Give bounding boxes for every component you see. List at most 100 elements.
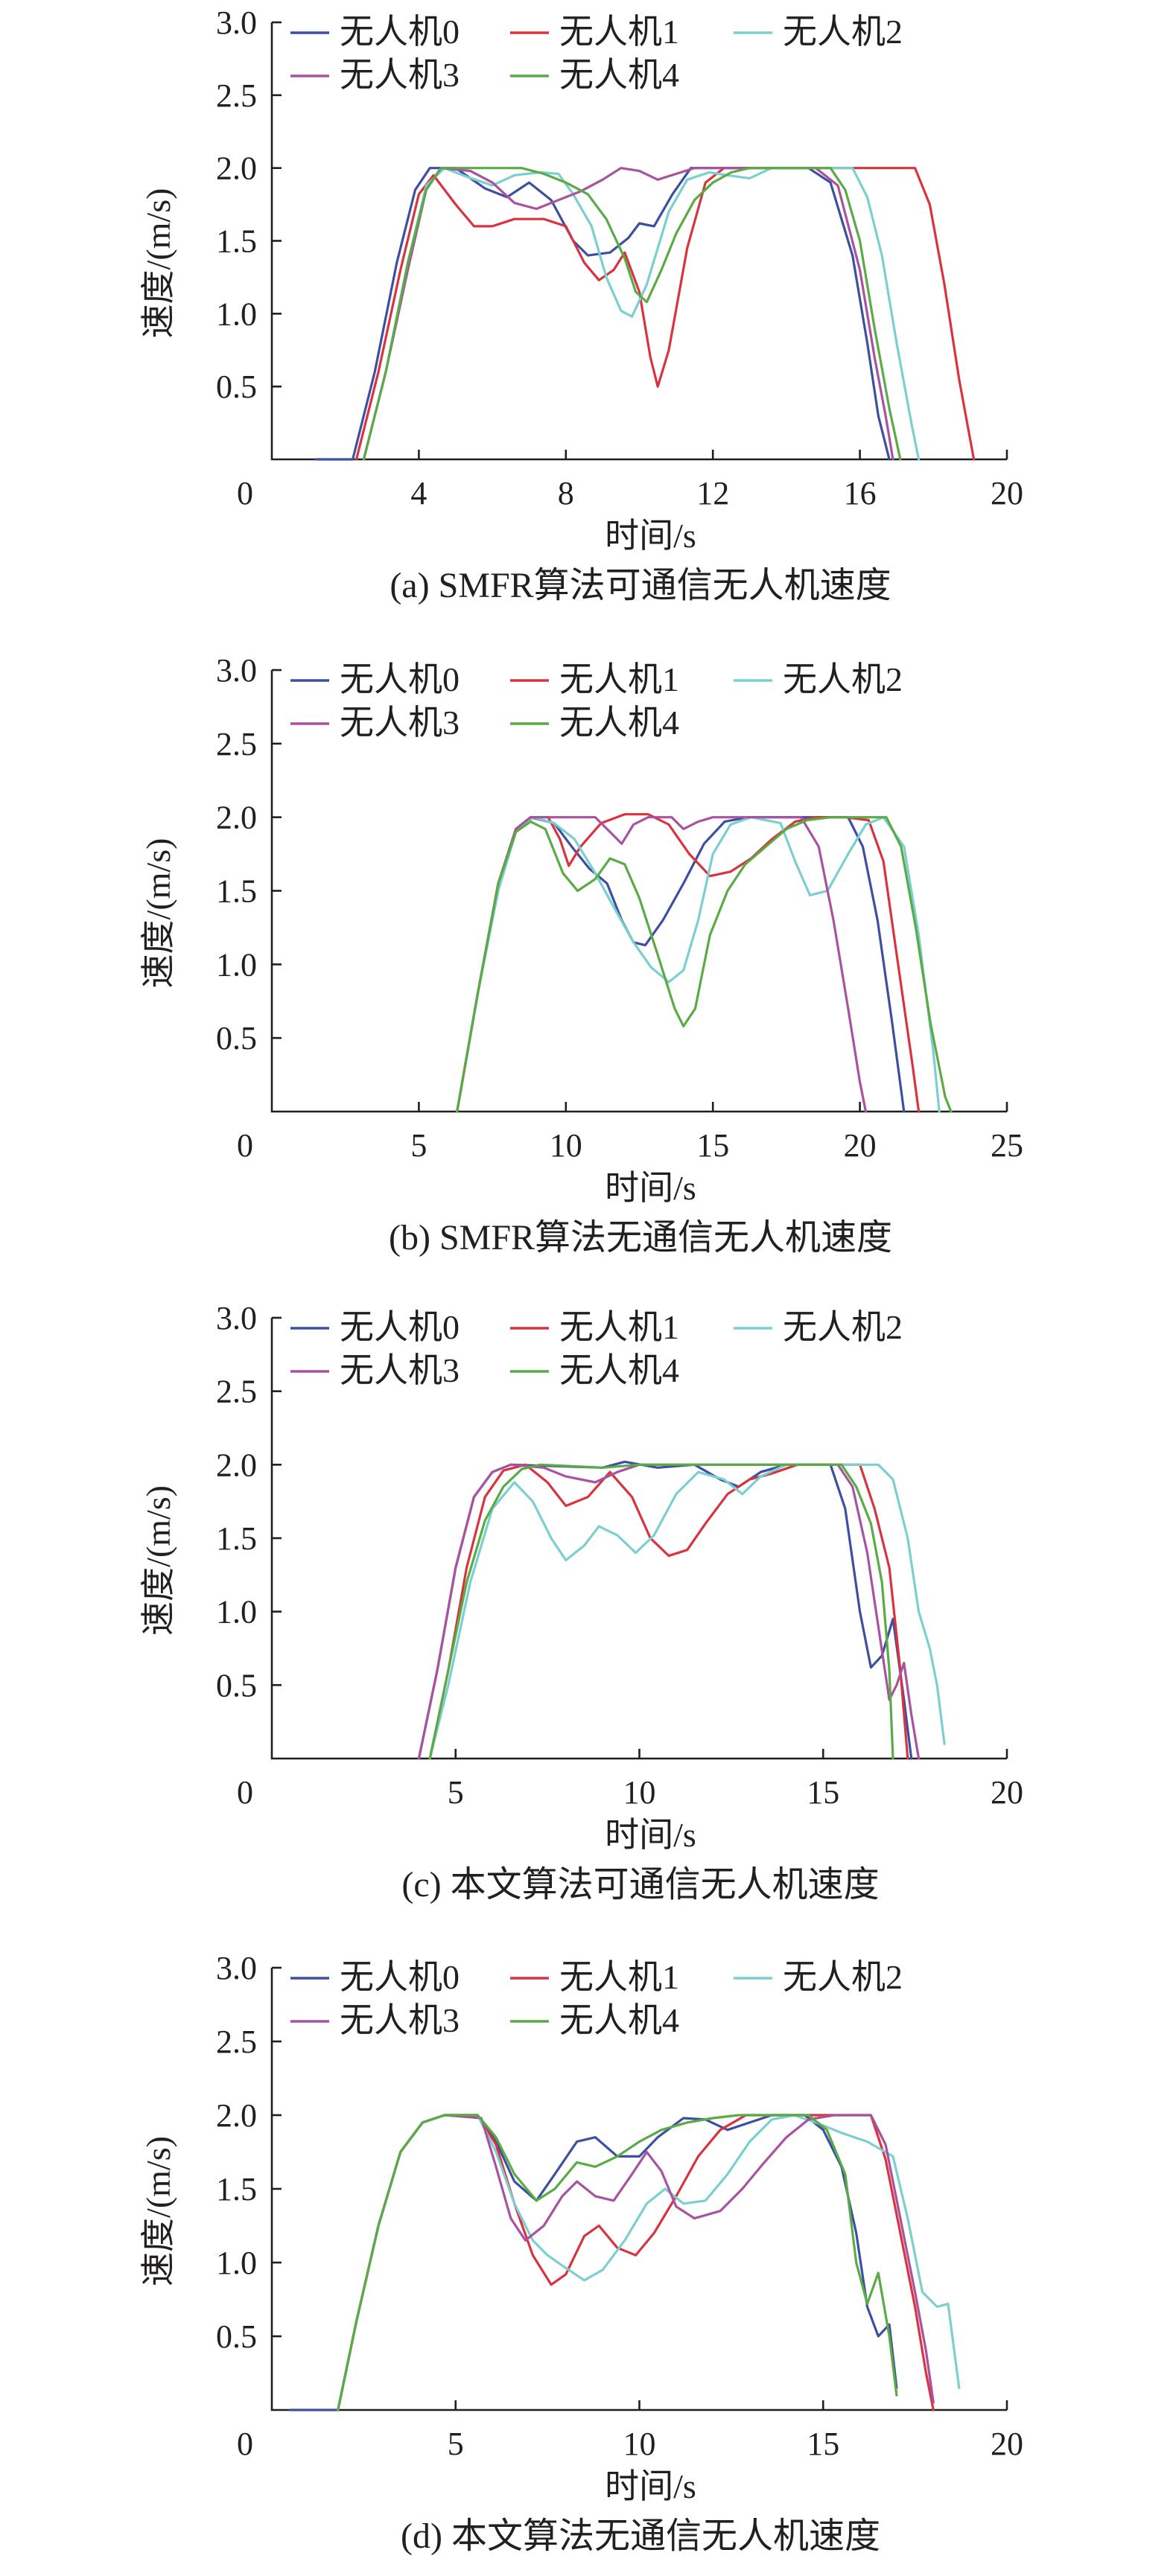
series-line-1 bbox=[456, 813, 921, 1113]
x-axis-title: 时间/s bbox=[605, 2467, 696, 2505]
legend-label: 无人机0 bbox=[340, 13, 460, 51]
series-line-1 bbox=[337, 2114, 935, 2411]
y-tick-label: 1.5 bbox=[216, 2171, 257, 2207]
y-tick-label: 2.5 bbox=[216, 1374, 257, 1410]
y-tick-label: 1.0 bbox=[216, 2245, 257, 2281]
x-tick-label: 5 bbox=[448, 2426, 464, 2462]
chart-panel-2: 0.5 1.0 1.5 2.0 2.5 3.0 0 5 10 15 20 时间/s 速度/(m/s) (c… bbox=[139, 1300, 1023, 1904]
series-line-0 bbox=[289, 2114, 898, 2411]
y-axis-title: 速度/(m/s) bbox=[139, 1485, 177, 1636]
legend-label: 无人机0 bbox=[340, 1308, 460, 1346]
x-tick-label: 5 bbox=[410, 1127, 427, 1164]
series-line-3 bbox=[337, 2114, 935, 2411]
series-line-2 bbox=[428, 1463, 946, 1760]
y-tick-label: 2.5 bbox=[216, 726, 257, 762]
y-axis-title: 速度/(m/s) bbox=[139, 188, 177, 339]
x-tick-label: 20 bbox=[991, 2426, 1023, 2462]
series-line-2 bbox=[337, 2114, 961, 2411]
legend-label: 无人机4 bbox=[559, 56, 679, 94]
x-tick-label: 20 bbox=[844, 1127, 877, 1164]
panel-caption: (d) 本文算法无通信无人机速度 bbox=[401, 2516, 880, 2556]
legend-label: 无人机2 bbox=[783, 1308, 903, 1346]
x-tick-label: 12 bbox=[696, 475, 729, 511]
legend-label: 无人机1 bbox=[559, 660, 679, 698]
y-tick-label: 1.5 bbox=[216, 223, 257, 260]
x-tick-label: 25 bbox=[991, 1127, 1023, 1164]
y-tick-label: 3.0 bbox=[216, 4, 257, 41]
y-tick-label: 2.0 bbox=[216, 1447, 257, 1483]
series-line-3 bbox=[417, 1463, 921, 1760]
origin-label: 0 bbox=[237, 1127, 253, 1164]
x-tick-label: 20 bbox=[991, 475, 1023, 511]
y-tick-label: 0.5 bbox=[216, 1667, 257, 1703]
legend-label: 无人机1 bbox=[559, 1308, 679, 1346]
legend-label: 无人机4 bbox=[559, 1351, 679, 1389]
legend-label: 无人机3 bbox=[340, 1351, 460, 1389]
legend-label: 无人机1 bbox=[559, 1958, 679, 1996]
y-tick-label: 3.0 bbox=[216, 652, 257, 689]
series-line-2 bbox=[456, 816, 941, 1113]
panel-caption: (a) SMFR算法可通信无人机速度 bbox=[390, 566, 891, 605]
origin-label: 0 bbox=[237, 2426, 253, 2462]
y-tick-label: 0.5 bbox=[216, 2318, 257, 2355]
x-tick-label: 5 bbox=[448, 1774, 464, 1811]
series-line-1 bbox=[428, 1463, 909, 1760]
x-tick-label: 15 bbox=[807, 2426, 839, 2462]
x-axis-title: 时间/s bbox=[605, 1169, 696, 1207]
x-axis-title: 时间/s bbox=[605, 1816, 696, 1854]
y-tick-label: 1.0 bbox=[216, 946, 257, 983]
series-line-4 bbox=[428, 1463, 894, 1760]
x-tick-label: 16 bbox=[844, 475, 877, 511]
chart-panel-1: 0.5 1.0 1.5 2.0 2.5 3.0 0 5 10 15 20 25 时间/s 速度/(m/s)… bbox=[139, 652, 1023, 1257]
y-tick-label: 1.0 bbox=[216, 1594, 257, 1630]
chart-panel-0: 0.5 1.0 1.5 2.0 2.5 3.0 0 4 8 12 16 20 时间/s 速度/(m/s) (… bbox=[139, 4, 1023, 605]
x-tick-label: 8 bbox=[558, 475, 574, 511]
y-tick-label: 2.5 bbox=[216, 77, 257, 114]
series-line-2 bbox=[362, 167, 921, 461]
x-axis-title: 时间/s bbox=[605, 517, 696, 555]
legend-label: 无人机3 bbox=[340, 56, 460, 94]
x-tick-label: 10 bbox=[623, 1774, 656, 1811]
x-tick-label: 15 bbox=[696, 1127, 729, 1164]
legend-label: 无人机2 bbox=[783, 1958, 903, 1996]
x-tick-label: 10 bbox=[623, 2426, 656, 2462]
series-line-1 bbox=[355, 167, 976, 461]
panel-caption: (c) 本文算法可通信无人机速度 bbox=[401, 1865, 879, 1904]
panel-caption: (b) SMFR算法无通信无人机速度 bbox=[389, 1218, 892, 1257]
legend-label: 无人机1 bbox=[559, 13, 679, 51]
y-axis-title: 速度/(m/s) bbox=[139, 838, 177, 989]
origin-label: 0 bbox=[237, 1774, 253, 1811]
y-tick-label: 3.0 bbox=[216, 1300, 257, 1336]
series-line-4 bbox=[456, 816, 953, 1113]
y-tick-label: 2.5 bbox=[216, 2024, 257, 2060]
y-tick-label: 1.0 bbox=[216, 296, 257, 332]
series-line-4 bbox=[337, 2114, 898, 2411]
y-tick-label: 2.0 bbox=[216, 2097, 257, 2134]
legend-label: 无人机2 bbox=[783, 13, 903, 51]
y-tick-label: 1.5 bbox=[216, 873, 257, 910]
x-tick-label: 15 bbox=[807, 1774, 839, 1811]
series-line-3 bbox=[456, 816, 868, 1113]
legend-label: 无人机0 bbox=[340, 1958, 460, 1996]
legend-label: 无人机4 bbox=[559, 704, 679, 742]
legend-label: 无人机0 bbox=[340, 660, 460, 698]
legend-label: 无人机3 bbox=[340, 704, 460, 742]
series-line-0 bbox=[314, 167, 891, 461]
y-tick-label: 2.0 bbox=[216, 150, 257, 187]
legend-label: 无人机2 bbox=[783, 660, 903, 698]
x-tick-label: 4 bbox=[410, 475, 427, 511]
legend-label: 无人机4 bbox=[559, 2001, 679, 2039]
y-axis-title: 速度/(m/s) bbox=[139, 2136, 177, 2286]
series-line-4 bbox=[362, 167, 902, 461]
y-tick-label: 1.5 bbox=[216, 1520, 257, 1557]
y-tick-label: 3.0 bbox=[216, 1950, 257, 1986]
y-tick-label: 0.5 bbox=[216, 1020, 257, 1056]
y-tick-label: 2.0 bbox=[216, 800, 257, 836]
origin-label: 0 bbox=[237, 475, 253, 511]
series-line-0 bbox=[456, 816, 906, 1113]
x-tick-label: 10 bbox=[550, 1127, 582, 1164]
y-tick-label: 0.5 bbox=[216, 369, 257, 405]
x-tick-label: 20 bbox=[991, 1774, 1023, 1811]
legend-label: 无人机3 bbox=[340, 2001, 460, 2039]
